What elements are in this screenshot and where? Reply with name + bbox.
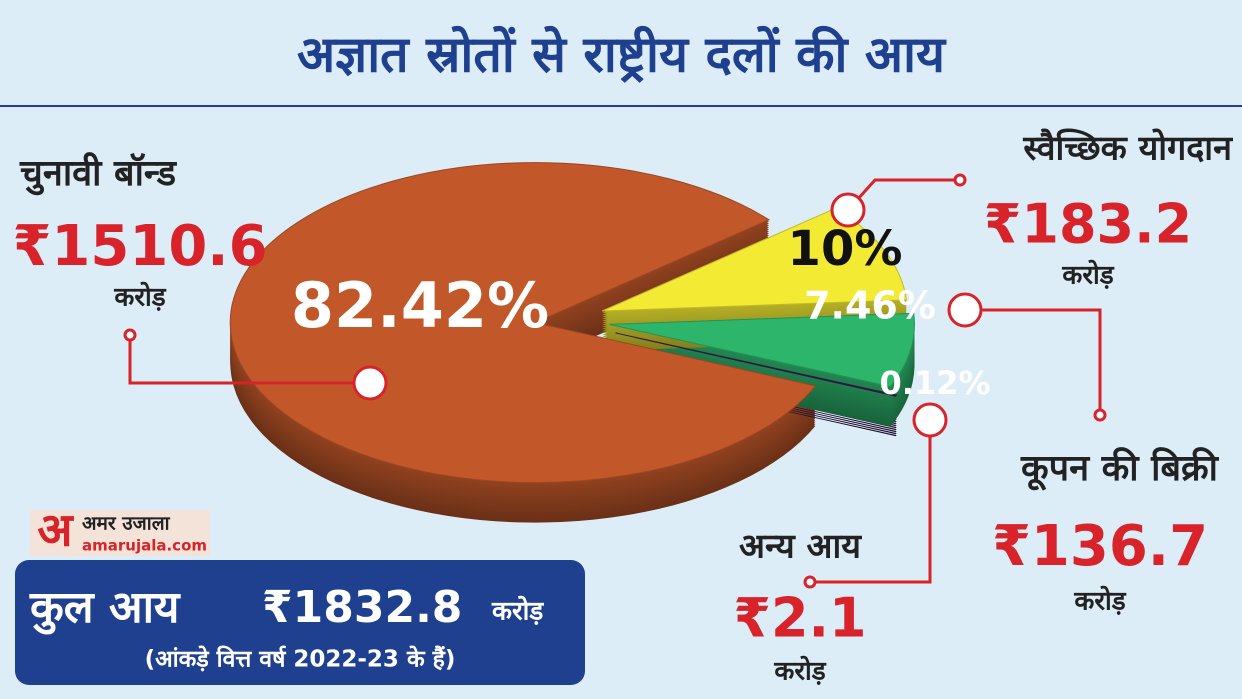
callout-dot xyxy=(953,173,967,187)
callout-line xyxy=(810,420,932,584)
callout-dot xyxy=(803,575,817,589)
total-box xyxy=(15,560,585,685)
unit-label: करोड़ xyxy=(1073,586,1126,617)
category-label: अन्य आय xyxy=(739,527,862,567)
callout-line xyxy=(965,308,1102,415)
amount-label: ₹183.2 xyxy=(984,193,1192,256)
callout-dot xyxy=(912,402,948,438)
logo-name: अमर उजाला xyxy=(82,513,171,535)
logo-mark: अ xyxy=(37,503,74,557)
value-label: 82.42% xyxy=(291,269,549,342)
footnote: (आंकड़े वित्त वर्ष 2022-23 के हैं) xyxy=(145,645,456,673)
unit-label: करोड़ xyxy=(773,656,826,687)
callout-line xyxy=(128,335,370,385)
unit-label: करोड़ xyxy=(113,282,166,313)
callout-dot xyxy=(947,292,983,328)
amount-label: ₹136.7 xyxy=(992,514,1208,579)
total-label: कुल आय xyxy=(29,582,181,635)
logo-url: amarujala.com xyxy=(82,537,207,555)
slice xyxy=(609,312,915,388)
callout-dot xyxy=(123,328,137,342)
total-amount: ₹1832.8 xyxy=(262,582,462,633)
value-label: 7.46% xyxy=(804,284,936,328)
amount-label: ₹2.1 xyxy=(733,587,866,650)
callout-dot xyxy=(352,365,388,401)
callout-dot xyxy=(1093,408,1107,422)
slice xyxy=(229,162,817,484)
pie: 82.42% 10% 7.46% 0.12% xyxy=(229,162,991,523)
category-label: कूपन की बिक्री xyxy=(1020,447,1220,491)
unit-label: करोड़ xyxy=(1061,260,1114,291)
category-label: स्वैच्छिक योगदान xyxy=(1022,128,1233,169)
value-label: 10% xyxy=(788,221,903,277)
amount-label: ₹1510.6 xyxy=(12,214,267,279)
callout-dots xyxy=(123,173,1107,589)
slice xyxy=(615,332,898,397)
value-label: 0.12% xyxy=(879,364,990,402)
callout-dot xyxy=(830,192,866,228)
category-label: चुनावी बॉन्ड xyxy=(19,152,178,196)
total-unit: करोड़ xyxy=(491,596,544,627)
chart-title: अज्ञात स्रोतों से राष्ट्रीय दलों की आय xyxy=(297,26,947,84)
logo-bg xyxy=(30,510,210,556)
